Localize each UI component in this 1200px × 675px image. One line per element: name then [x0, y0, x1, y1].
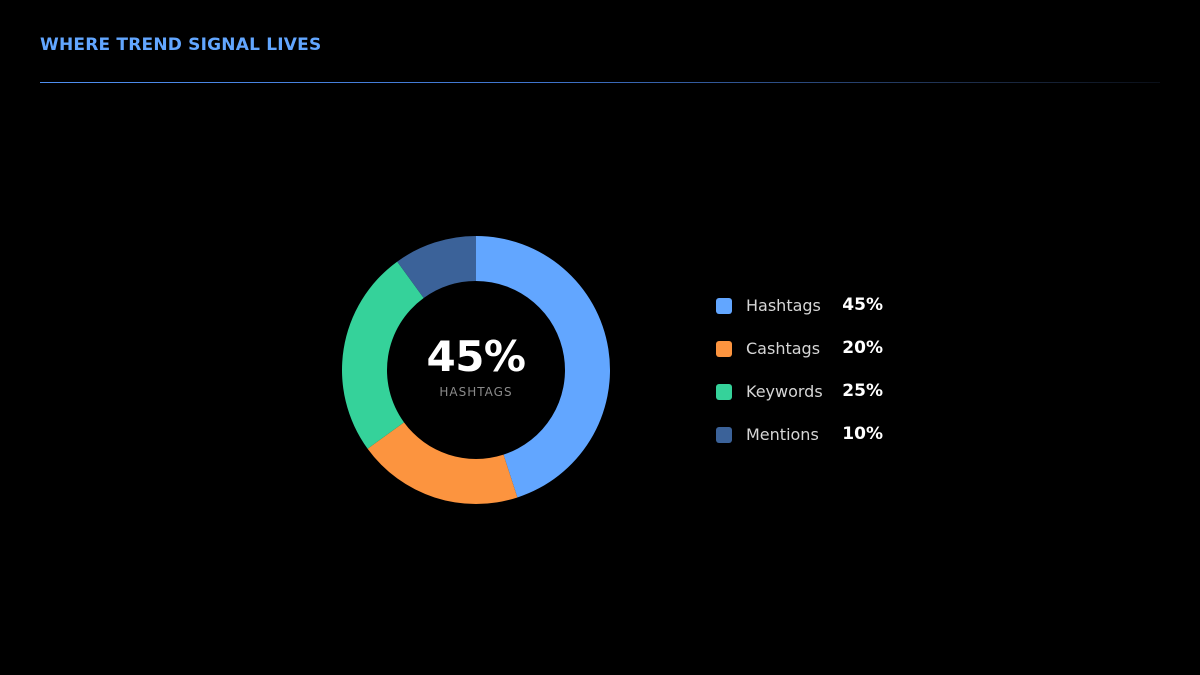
legend-swatch-keywords [716, 384, 732, 400]
donut-slice-cashtags [367, 422, 518, 504]
legend-swatch-mentions [716, 427, 732, 443]
donut-center-value: 45% [426, 332, 526, 381]
donut-slice-keywords [342, 261, 424, 449]
legend-item-hashtags: Hashtags 45% [716, 292, 896, 320]
page-title: WHERE TREND SIGNAL LIVES [40, 35, 322, 55]
legend-value-hashtags: 45% [842, 295, 883, 315]
donut-chart [342, 236, 610, 504]
title-divider [40, 82, 1160, 83]
legend-swatch-hashtags [716, 298, 732, 314]
legend-value-keywords: 25% [842, 381, 883, 401]
legend-label-mentions: Mentions [746, 425, 819, 444]
legend-item-mentions: Mentions 10% [716, 421, 896, 449]
legend-label-hashtags: Hashtags [746, 296, 821, 315]
donut-center-label: HASHTAGS [439, 385, 513, 399]
legend-value-cashtags: 20% [842, 338, 883, 358]
chart-legend: Hashtags 45% Cashtags 20% Keywords 25% M… [716, 292, 896, 464]
legend-item-cashtags: Cashtags 20% [716, 335, 896, 363]
legend-label-cashtags: Cashtags [746, 339, 821, 358]
donut-slice-hashtags [476, 236, 610, 498]
legend-label-keywords: Keywords [746, 382, 823, 401]
donut-slice-mentions [397, 236, 476, 298]
legend-swatch-cashtags [716, 341, 732, 357]
legend-item-keywords: Keywords 25% [716, 378, 896, 406]
legend-value-mentions: 10% [842, 424, 883, 444]
